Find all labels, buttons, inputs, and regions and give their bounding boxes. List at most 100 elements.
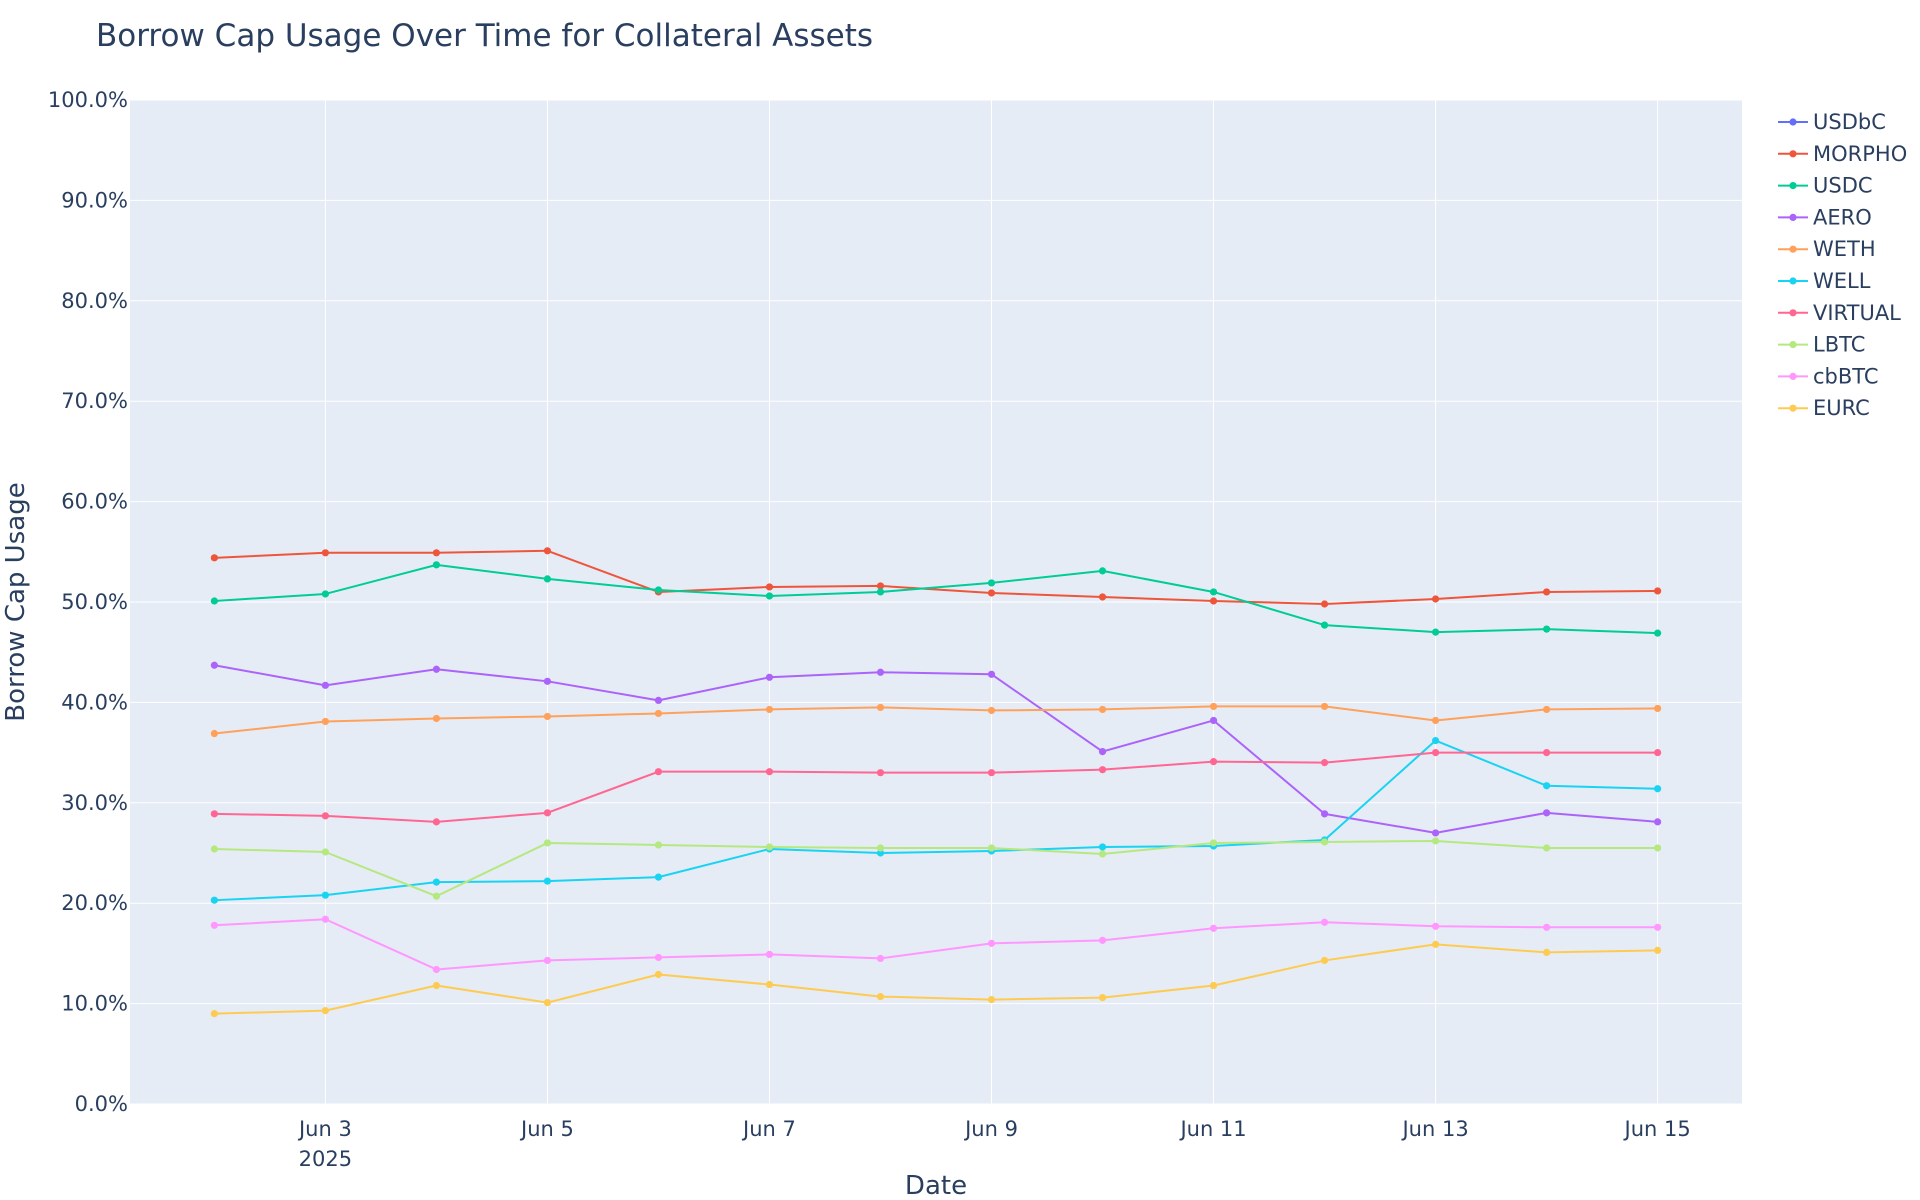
- legend-item-eurc[interactable]: EURC: [1778, 396, 1870, 420]
- legend-marker-swatch: [1789, 404, 1797, 412]
- data-point: [432, 665, 441, 673]
- series-aero: [210, 661, 1662, 837]
- data-point: [1209, 839, 1218, 847]
- data-point: [321, 590, 329, 598]
- y-tick-label: 60.0%: [61, 490, 128, 514]
- data-point: [1431, 940, 1440, 948]
- data-point: [432, 549, 441, 557]
- data-point: [765, 592, 774, 600]
- data-point: [210, 896, 218, 904]
- y-tick-label: 30.0%: [61, 791, 128, 815]
- x-tick-label: Jun 13: [1400, 1117, 1468, 1141]
- legend-label: USDC: [1813, 174, 1873, 198]
- y-tick-label: 50.0%: [61, 590, 128, 614]
- y-tick-label: 0.0%: [75, 1092, 128, 1116]
- data-point: [321, 891, 329, 899]
- series-usdc: [210, 561, 1662, 637]
- legend-label: MORPHO: [1813, 142, 1907, 166]
- data-point: [654, 970, 663, 979]
- data-point: [1098, 747, 1107, 756]
- data-point: [1320, 621, 1329, 629]
- data-point: [432, 878, 441, 886]
- legend-item-usdc[interactable]: USDC: [1778, 174, 1873, 198]
- data-point: [1654, 587, 1662, 595]
- series-line: [214, 664, 1658, 834]
- data-point: [1654, 749, 1662, 757]
- data-point: [876, 588, 885, 596]
- series-line: [214, 918, 1658, 971]
- data-point: [1543, 782, 1551, 790]
- data-point: [1431, 829, 1440, 837]
- series-morpho: [210, 547, 1662, 608]
- data-point: [987, 844, 996, 852]
- data-point: [210, 661, 218, 669]
- legend-marker-swatch: [1789, 150, 1797, 158]
- data-point: [210, 921, 218, 929]
- grid-lines: [130, 99, 1742, 1105]
- legend-item-lbtc[interactable]: LBTC: [1778, 333, 1865, 357]
- data-point: [1320, 838, 1329, 846]
- data-point: [765, 768, 774, 776]
- legend-marker-swatch: [1789, 341, 1797, 349]
- data-point: [543, 809, 552, 817]
- data-point: [654, 953, 663, 962]
- data-point: [876, 582, 885, 590]
- legend-item-virtual[interactable]: VIRTUAL: [1778, 301, 1901, 325]
- legend-item-weth[interactable]: WETH: [1778, 237, 1876, 261]
- data-point: [321, 848, 329, 856]
- data-point: [987, 769, 996, 777]
- data-point: [1543, 923, 1551, 931]
- data-point: [1320, 600, 1329, 608]
- legend-label: AERO: [1813, 205, 1872, 229]
- legend-item-morpho[interactable]: MORPHO: [1778, 142, 1907, 166]
- data-point: [543, 998, 552, 1007]
- data-point: [1320, 918, 1329, 926]
- legend-item-usdbc[interactable]: USDbC: [1778, 110, 1886, 134]
- data-point: [987, 939, 996, 947]
- legend[interactable]: USDbC MORPHO USDC AERO WETH WELL VIRTUAL LBTC cb…: [1778, 110, 1907, 420]
- data-point: [1654, 923, 1662, 931]
- data-point: [321, 812, 329, 820]
- data-point: [1209, 588, 1218, 596]
- data-point: [765, 980, 774, 989]
- legend-marker-swatch: [1789, 182, 1797, 190]
- legend-label: LBTC: [1813, 333, 1865, 357]
- data-point: [432, 818, 441, 826]
- data-point: [1543, 588, 1551, 596]
- data-point: [876, 769, 885, 777]
- data-point: [432, 714, 441, 723]
- y-tick-label: 40.0%: [61, 690, 128, 714]
- data-point: [1654, 785, 1662, 793]
- legend-marker-swatch: [1789, 118, 1797, 126]
- series-lines: [210, 547, 1662, 1018]
- series-line: [214, 563, 1658, 635]
- chart-title: Borrow Cap Usage Over Time for Collatera…: [96, 18, 874, 54]
- data-point: [1098, 766, 1107, 774]
- series-eurc: [210, 940, 1662, 1018]
- data-point: [1209, 716, 1218, 725]
- x-axis-title: Date: [905, 1171, 967, 1200]
- data-point: [987, 706, 996, 715]
- legend-label: cbBTC: [1813, 364, 1879, 388]
- legend-marker-swatch: [1789, 213, 1797, 221]
- legend-label: EURC: [1813, 396, 1870, 420]
- legend-item-cbbtc[interactable]: cbBTC: [1778, 364, 1879, 388]
- data-point: [321, 717, 329, 726]
- data-point: [1320, 702, 1329, 711]
- data-point: [876, 849, 885, 857]
- data-point: [1654, 946, 1662, 954]
- legend-label: WETH: [1813, 237, 1876, 261]
- x-tick-label: Jun 3: [297, 1117, 352, 1141]
- data-point: [1098, 843, 1107, 851]
- x-axis-ticks: Jun 3 2025 Jun 5 Jun 7 Jun 9 Jun 11 Jun 13 Jun …: [297, 1117, 1691, 1171]
- legend-item-well[interactable]: WELL: [1778, 269, 1871, 293]
- data-point: [1654, 629, 1662, 637]
- data-point: [1431, 716, 1440, 725]
- data-point: [321, 549, 329, 557]
- data-point: [987, 995, 996, 1004]
- legend-item-aero[interactable]: AERO: [1778, 205, 1872, 229]
- data-point: [432, 981, 441, 990]
- data-point: [1543, 749, 1551, 757]
- data-point: [432, 892, 441, 900]
- data-point: [1431, 595, 1440, 603]
